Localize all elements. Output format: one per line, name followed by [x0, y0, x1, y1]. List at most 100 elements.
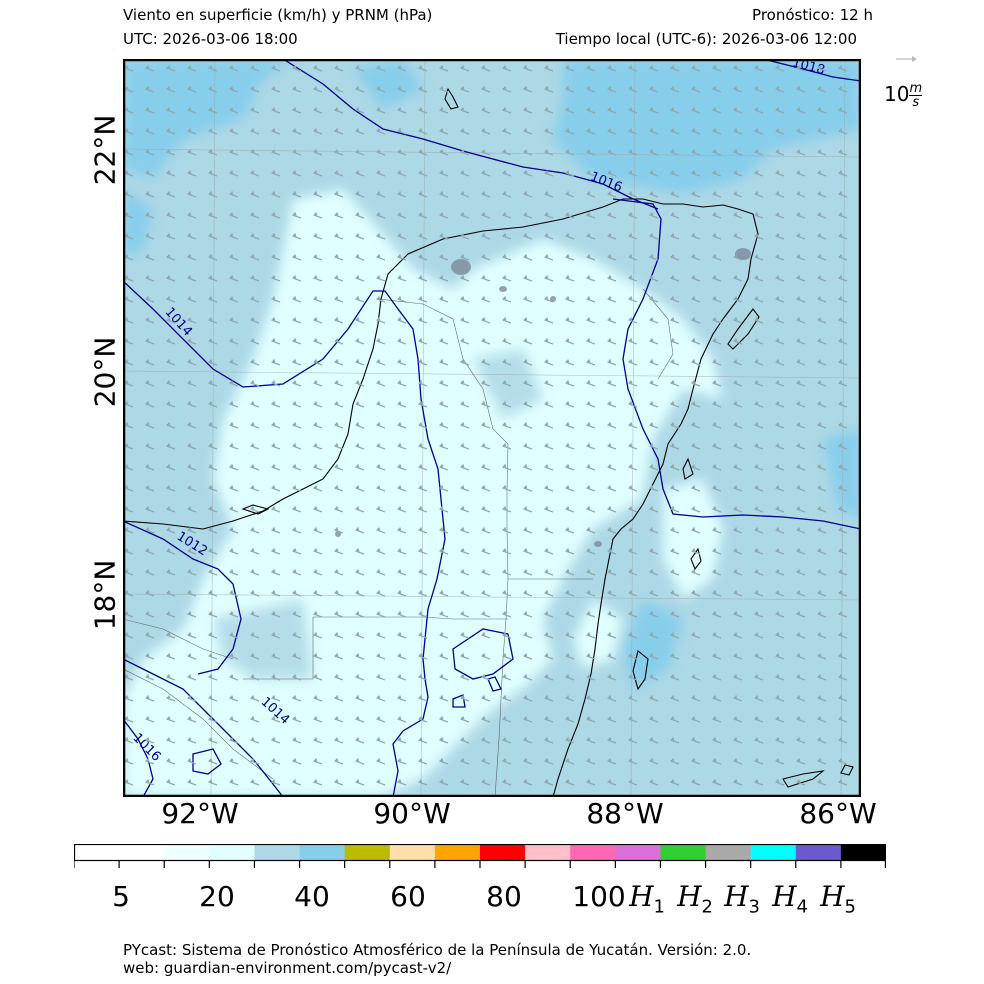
wind-arrow	[754, 505, 764, 513]
wind-arrow	[439, 778, 449, 786]
wind-arrow	[334, 778, 344, 786]
wind-arrow	[355, 589, 365, 597]
wind-arrow	[775, 148, 785, 156]
wind-arrow	[838, 274, 848, 282]
wind-arrow	[817, 715, 827, 723]
wind-arrow	[481, 757, 491, 765]
wind-arrow	[355, 211, 365, 219]
wind-arrow	[376, 547, 386, 555]
wind-arrow	[670, 64, 680, 72]
colorbar-label: 100	[572, 880, 626, 913]
wind-arrow	[334, 337, 344, 345]
wind-arrow	[313, 295, 323, 303]
wind-arrow	[250, 568, 260, 576]
wind-arrow	[418, 190, 428, 198]
wind-arrow	[838, 379, 848, 387]
wind-arrow	[229, 610, 239, 618]
wind-arrow	[166, 190, 176, 198]
wind-arrow	[754, 211, 764, 219]
wind-arrow	[670, 484, 680, 492]
wind-arrow	[397, 652, 407, 660]
wind-arrow	[145, 568, 155, 576]
wind-arrow	[586, 526, 596, 534]
wind-arrow	[691, 715, 701, 723]
wind-arrow	[838, 736, 848, 744]
wind-arrow	[796, 442, 806, 450]
wind-arrow	[460, 463, 470, 471]
wind-arrow	[796, 736, 806, 744]
wind-arrow	[628, 337, 638, 345]
wind-arrow	[817, 274, 827, 282]
wind-arrow	[313, 106, 323, 114]
wind-arrow	[670, 442, 680, 450]
wind-arrow	[796, 757, 806, 765]
wind-arrow	[271, 274, 281, 282]
wind-arrow	[565, 421, 575, 429]
wind-arrow	[649, 232, 659, 240]
wind-arrow	[607, 400, 617, 408]
wind-arrow	[628, 757, 638, 765]
wind-arrow	[460, 400, 470, 408]
wind-arrow	[334, 400, 344, 408]
wind-arrow	[439, 190, 449, 198]
colorbar-segment	[299, 844, 346, 861]
wind-arrow	[166, 547, 176, 555]
wind-arrow	[775, 484, 785, 492]
wind-arrow	[712, 379, 722, 387]
wind-arrow	[502, 568, 512, 576]
wind-arrow	[124, 736, 134, 744]
wind-arrow	[187, 589, 197, 597]
wind-arrow	[544, 652, 554, 660]
wind-arrow	[733, 64, 743, 72]
wind-arrow	[712, 358, 722, 366]
wind-arrow	[796, 274, 806, 282]
wind-arrow	[355, 526, 365, 534]
wind-arrow	[817, 757, 827, 765]
wind-arrow	[208, 232, 218, 240]
wind-arrow	[166, 589, 176, 597]
wind-arrow	[775, 694, 785, 702]
wind-arrow	[586, 505, 596, 513]
utc-time: UTC: 2026-03-06 18:00	[123, 30, 298, 48]
wind-arrow	[481, 211, 491, 219]
wind-arrow	[712, 736, 722, 744]
wind-arrow	[460, 337, 470, 345]
wind-arrow	[313, 568, 323, 576]
wind-arrow	[250, 484, 260, 492]
wind-arrow	[145, 421, 155, 429]
wind-arrow	[229, 148, 239, 156]
wind-arrow	[271, 64, 281, 72]
colorbar-label: 80	[486, 880, 522, 913]
wind-arrow	[355, 85, 365, 93]
wind-arrow	[544, 526, 554, 534]
wind-arrow	[124, 148, 134, 156]
wind-arrow	[292, 463, 302, 471]
wind-arrow	[817, 295, 827, 303]
wind-arrow	[334, 148, 344, 156]
wind-arrow	[586, 694, 596, 702]
wind-arrow	[124, 589, 134, 597]
wind-arrow	[502, 463, 512, 471]
wind-arrow	[565, 694, 575, 702]
wind-arrow	[628, 694, 638, 702]
wind-arrow	[334, 484, 344, 492]
wind-arrow	[208, 631, 218, 639]
wind-arrow	[544, 484, 554, 492]
wind-arrow	[376, 505, 386, 513]
wind-arrow	[817, 526, 827, 534]
wind-arrow	[796, 778, 806, 786]
wind-arrow	[250, 148, 260, 156]
wind-arrow	[166, 463, 176, 471]
wind-arrow	[691, 106, 701, 114]
wind-arrow	[586, 211, 596, 219]
wind-arrow	[754, 736, 764, 744]
wind-arrow	[733, 106, 743, 114]
wind-arrow	[607, 652, 617, 660]
wind-arrow	[292, 379, 302, 387]
colorbar-segment	[750, 844, 797, 861]
wind-arrow	[838, 337, 848, 345]
colorbar-segment	[795, 844, 842, 861]
wind-arrow	[334, 358, 344, 366]
isobar-1016-east	[612, 198, 861, 530]
wind-arrow	[775, 64, 785, 72]
